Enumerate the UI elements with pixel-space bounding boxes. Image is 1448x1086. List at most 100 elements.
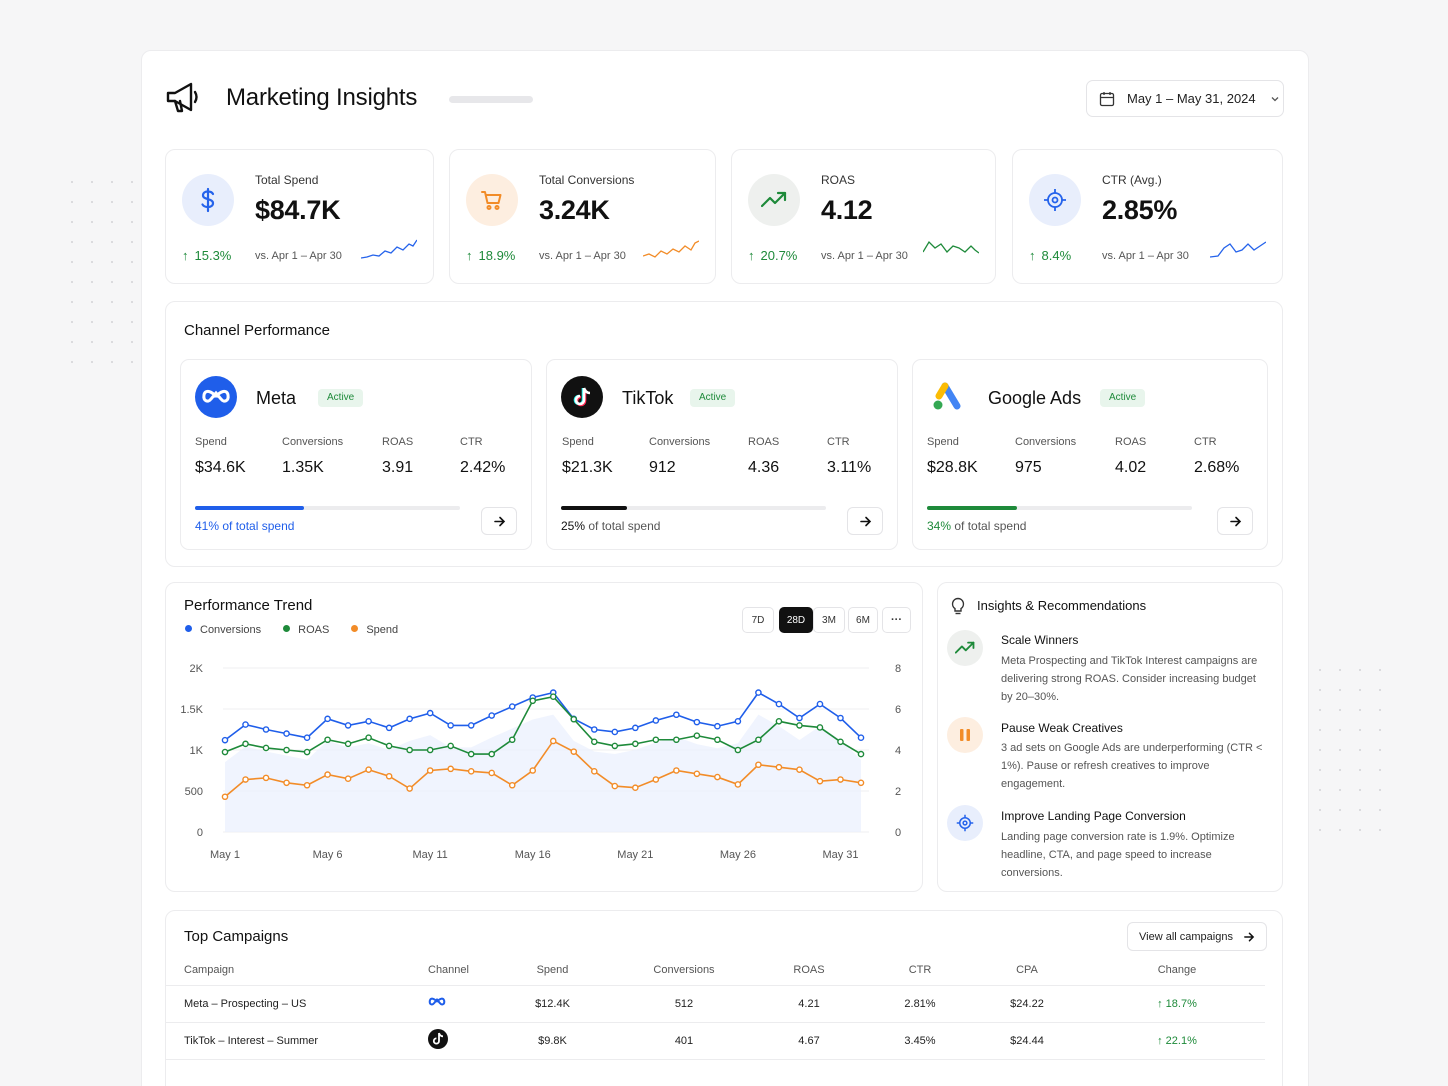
data-point-conversions [796, 714, 803, 722]
metric-label-roas: ROAS [748, 436, 780, 448]
data-point-conversions [221, 736, 229, 744]
kpi-change: ↑ 15.3% [182, 248, 231, 263]
spend-share-suffix: of total spend [954, 519, 1027, 533]
data-point-roas [303, 748, 311, 756]
change-value: 18.7% [1165, 997, 1197, 1010]
range-28d[interactable]: 28D [779, 607, 813, 633]
spend-share-percent: 25% [561, 519, 586, 533]
legend-swatch [351, 625, 359, 632]
data-point-roas [693, 732, 701, 739]
data-point-spend [590, 768, 598, 775]
data-point-conversions [242, 721, 249, 728]
legend-item-roas[interactable]: ROAS [283, 624, 329, 636]
section-title: Channel Performance [184, 322, 330, 339]
series-line-conversions [224, 691, 862, 741]
x-tick-label: May 6 [313, 849, 343, 861]
kpi-change-value: 18.9% [478, 248, 516, 263]
dollar-icon [182, 174, 234, 226]
y-right-tick-label: 6 [895, 704, 901, 716]
data-point-roas [775, 718, 783, 725]
data-point-conversions [467, 722, 475, 729]
metric-value-roas: 4.36 [748, 459, 780, 476]
metric-value-spend: $21.3K [562, 459, 613, 476]
date-range-picker[interactable]: May 1 – May 31, 2024 [1086, 80, 1284, 117]
conversions-area [225, 714, 861, 832]
trend-up-icon [947, 630, 983, 666]
status-badge: Active [318, 389, 364, 407]
channel-cell [410, 1022, 480, 1060]
data-point-conversions [652, 717, 660, 724]
open-channel-button[interactable] [1217, 507, 1253, 535]
insight-text: Meta Prospecting and TikTok Interest cam… [1001, 655, 1258, 703]
data-point-conversions [447, 722, 454, 729]
channel-cell [410, 985, 480, 1023]
range-7d[interactable]: 7D [742, 607, 774, 633]
sparkline [1210, 241, 1266, 258]
metric-label-conversions: Conversions [282, 436, 344, 448]
data-point-roas [426, 746, 434, 754]
channel-name: Google Ads [988, 388, 1082, 408]
kpi-value: 4.12 [821, 195, 873, 225]
data-point-roas [529, 697, 537, 705]
ctr-cell: 2.81% [875, 985, 965, 1023]
section-title: Insights & Recommendations [977, 598, 1147, 613]
x-tick-label: May 26 [720, 849, 756, 861]
data-point-conversions [611, 728, 619, 736]
target-icon [1029, 174, 1081, 226]
legend-item-spend[interactable]: Spend [351, 624, 398, 636]
channel-name: Meta [256, 388, 297, 408]
column-header[interactable]: Change [1089, 955, 1265, 986]
spend-share-bar [561, 506, 826, 510]
legend-label: ROAS [298, 624, 330, 636]
data-point-roas [570, 715, 578, 723]
data-point-conversions [714, 722, 721, 730]
channel-name: TikTok [622, 388, 674, 408]
campaigns-table: Campaign Channel Spend Conversions ROAS … [165, 955, 1265, 1060]
table-header-row: Campaign Channel Spend Conversions ROAS … [165, 955, 1265, 986]
sparkline [361, 239, 417, 259]
table-row[interactable]: Meta – Prospecting – US $12.4K 512 4.21 … [165, 985, 1265, 1023]
column-header[interactable]: Campaign [165, 955, 410, 986]
data-point-spend [755, 761, 762, 769]
column-header[interactable]: ROAS [743, 955, 875, 986]
data-point-spend [632, 784, 639, 792]
data-point-spend [673, 767, 680, 774]
view-all-campaigns-button[interactable]: View all campaigns [1127, 922, 1267, 951]
data-point-conversions [857, 734, 865, 741]
megaphone-icon [163, 75, 207, 119]
data-point-spend [262, 774, 270, 782]
column-header[interactable]: Channel [410, 955, 480, 986]
legend-item-conversions[interactable]: Conversions [185, 624, 261, 636]
data-point-roas [652, 736, 660, 744]
open-channel-button[interactable] [481, 507, 517, 535]
range-6m[interactable]: 6M [848, 607, 878, 633]
metric-value-spend: $34.6K [195, 459, 246, 476]
more-options-button[interactable]: ··· [882, 607, 911, 633]
data-point-spend [796, 766, 803, 773]
data-point-spend [426, 767, 434, 774]
table-row[interactable]: TikTok – Interest – Summer $9.8K 401 4.6… [165, 1022, 1265, 1060]
column-header[interactable]: CTR [875, 955, 965, 986]
column-header[interactable]: Conversions [625, 955, 743, 986]
data-point-conversions [673, 711, 680, 719]
range-3m[interactable]: 3M [813, 607, 845, 633]
cpa-cell: $24.22 [965, 985, 1089, 1023]
y-right-tick-label: 0 [895, 827, 901, 839]
data-point-conversions [344, 722, 352, 729]
data-point-conversions [262, 726, 270, 733]
metric-label-ctr: CTR [827, 436, 850, 448]
channel-card-meta[interactable]: Meta Active Spend Conversions ROAS CTR $… [180, 359, 532, 550]
kpi-label: Total Spend [255, 173, 319, 187]
change-value: 22.1% [1165, 1034, 1197, 1047]
spend-share-fill [927, 506, 1018, 510]
channel-card-google-ads[interactable]: Google Ads Active Spend Conversions ROAS… [912, 359, 1268, 550]
campaign-name: Meta – Prospecting – US [165, 985, 410, 1023]
open-channel-button[interactable] [847, 507, 883, 535]
column-header[interactable]: CPA [965, 955, 1089, 986]
column-header[interactable]: Spend [480, 955, 625, 986]
section-title: Performance Trend [184, 597, 313, 614]
google-ads-icon [927, 376, 969, 418]
channel-card-tiktok[interactable]: TikTok Active Spend Conversions ROAS CTR… [546, 359, 898, 550]
arrow-right-icon [493, 516, 505, 526]
spend-cell: $9.8K [480, 1022, 625, 1060]
